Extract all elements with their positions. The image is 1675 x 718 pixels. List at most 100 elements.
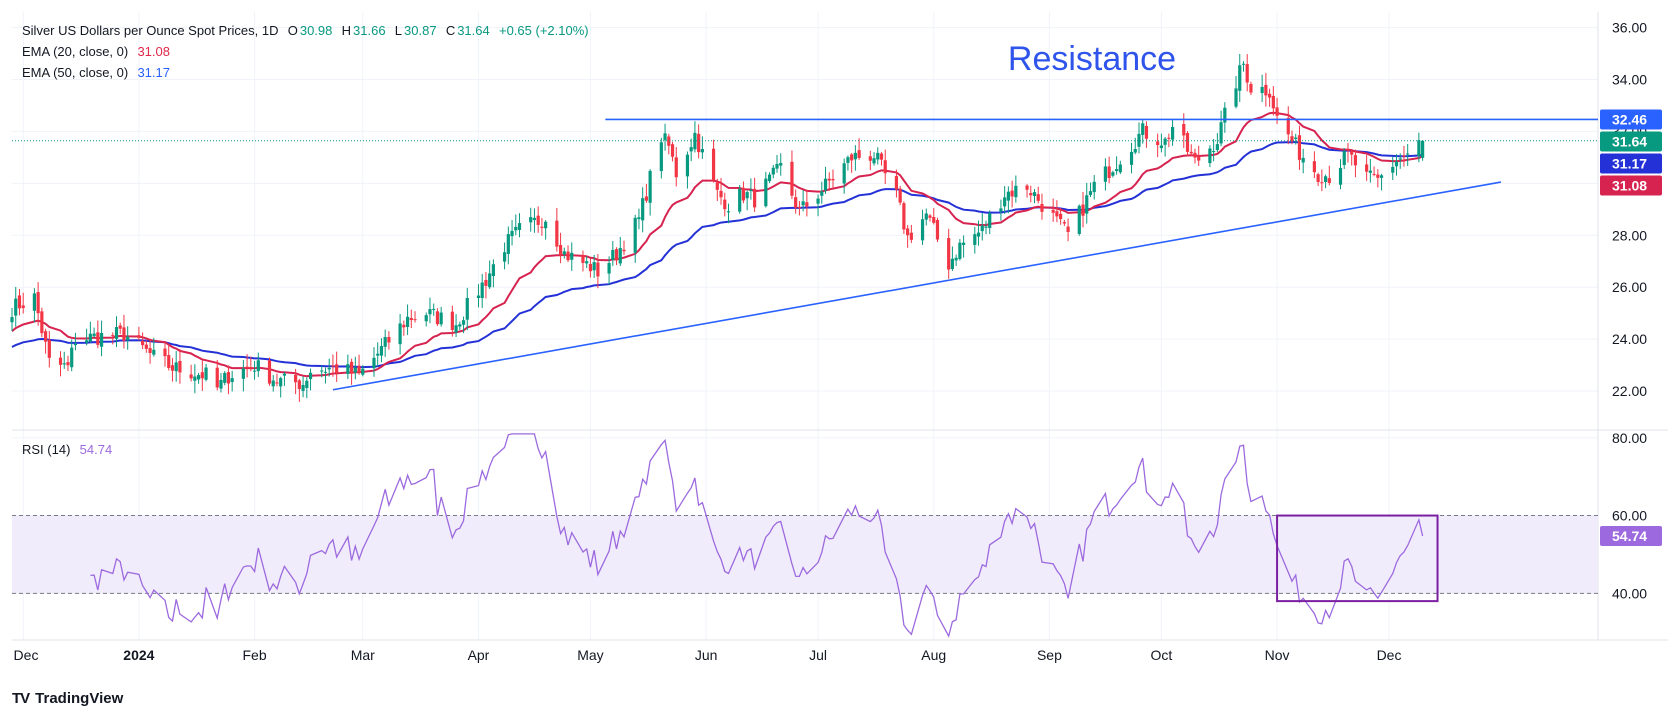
candle (204, 363, 208, 382)
candle (954, 254, 958, 266)
candle (973, 226, 977, 254)
candle-body (1245, 64, 1249, 83)
candle-body (372, 357, 376, 369)
candle (1398, 153, 1402, 169)
candle-body (73, 343, 78, 346)
candle-body (726, 211, 731, 213)
candle (570, 242, 574, 271)
candle-body (932, 217, 936, 223)
candle (1197, 145, 1201, 166)
candle (379, 338, 384, 363)
candle-body (294, 374, 298, 383)
candle (271, 375, 275, 392)
time-tick-label: Dec (1377, 647, 1402, 663)
candle-body (1241, 63, 1246, 65)
candle (92, 327, 96, 338)
price-tick-label: 36.00 (1612, 20, 1647, 36)
candle (118, 322, 122, 334)
candle (719, 177, 723, 205)
candle (476, 284, 481, 308)
candle-body (346, 364, 350, 374)
candle-body (275, 382, 279, 384)
candle (114, 316, 119, 348)
candle (249, 356, 253, 372)
candle-body (566, 251, 570, 261)
candle-body (439, 312, 443, 325)
candle (99, 320, 104, 357)
candle-body (700, 149, 704, 153)
candle (823, 166, 828, 194)
candle (383, 329, 387, 357)
candle-body (230, 378, 234, 383)
candle (267, 357, 272, 386)
candle-body (555, 220, 559, 247)
candle (723, 192, 727, 217)
candle (141, 332, 145, 350)
candle-body (111, 335, 115, 337)
candle-body (40, 311, 44, 334)
candle-body (853, 152, 857, 160)
candle-body (1264, 84, 1268, 96)
candle-body (1163, 138, 1167, 145)
candle-body (823, 178, 828, 191)
candle-body (753, 188, 757, 208)
candle-body (670, 144, 675, 157)
candle (96, 320, 100, 349)
candle (738, 184, 742, 214)
candle (846, 155, 850, 171)
candle-body (435, 311, 440, 325)
candle (1350, 149, 1354, 166)
candle (1286, 106, 1290, 145)
candle-body (178, 360, 182, 373)
candle-body (570, 252, 574, 260)
candle-body (924, 213, 928, 220)
candle-body (461, 320, 466, 325)
candle-body (1088, 191, 1093, 195)
candle-body (607, 263, 611, 274)
candle (1379, 173, 1384, 191)
candle (294, 368, 298, 395)
candle (62, 351, 66, 369)
price-badge-label: 32.46 (1612, 111, 1647, 127)
rsi-panel (12, 433, 1598, 638)
candle-body (1025, 185, 1029, 190)
candle (697, 124, 701, 159)
candle (40, 307, 44, 338)
candle (148, 339, 152, 364)
price-badge-bg (1600, 153, 1662, 174)
candle-body (794, 197, 798, 208)
candle-body (215, 367, 219, 388)
candle-body (592, 262, 596, 271)
candle-body (484, 279, 488, 286)
candle (1212, 139, 1216, 162)
candle-body (1290, 136, 1294, 142)
candle-body (200, 372, 204, 379)
candle-body (767, 174, 772, 182)
candle-body (1327, 178, 1331, 183)
candle-body (1085, 195, 1089, 214)
ema50-line (11, 140, 1423, 369)
candle-body (85, 340, 89, 343)
candle-body (226, 372, 231, 384)
candle-body (950, 258, 955, 270)
candle-body (301, 384, 305, 391)
candle-body (1376, 174, 1380, 178)
candle-body (876, 152, 880, 160)
candle-body (558, 245, 563, 256)
candle (581, 250, 585, 272)
time-tick-label: Nov (1265, 647, 1290, 663)
candle (1170, 119, 1175, 146)
candle (454, 314, 458, 338)
candle (32, 288, 36, 323)
candle-body (846, 157, 850, 163)
candle (122, 314, 126, 349)
legend-close-label: C (445, 23, 456, 38)
candle-body (70, 347, 74, 368)
tradingview-brand[interactable]: TV TradingView (12, 690, 123, 707)
candle-body (790, 161, 794, 196)
time-tick-label: Jul (809, 647, 827, 663)
legend-change: +0.65 (+2.10%) (498, 23, 589, 38)
candle-body (148, 348, 152, 353)
ema50-label: EMA (50, close, 0) (22, 65, 129, 80)
